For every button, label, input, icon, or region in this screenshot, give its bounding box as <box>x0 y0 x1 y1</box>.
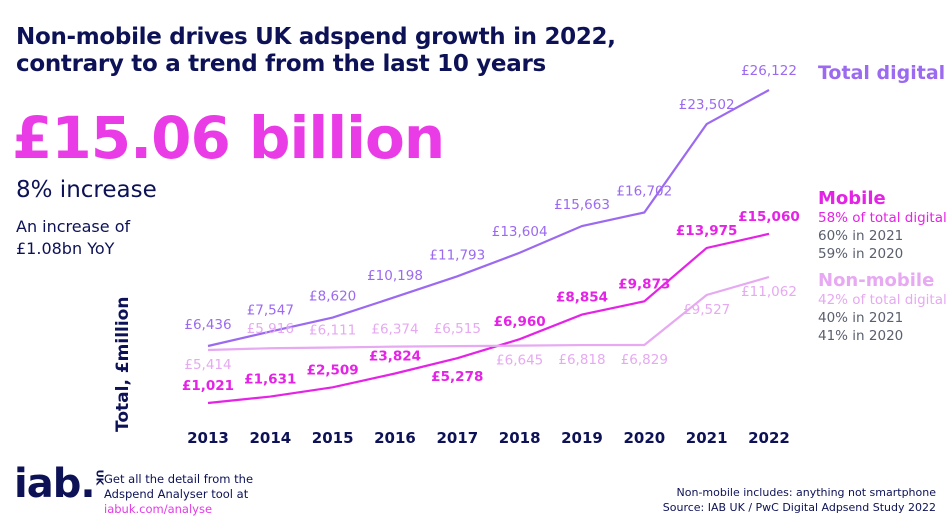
iab-logo-text: iab. <box>14 461 96 507</box>
footnote-nonmobile: Non-mobile includes: anything not smartp… <box>676 486 936 499</box>
x-axis-ticks: 2013 2014 2015 2016 2017 2018 2019 2020 2021 2022 <box>187 429 790 447</box>
data-label-total-digital-2021: £23,502 <box>679 97 735 113</box>
x-tick-2020: 2020 <box>623 429 665 447</box>
data-labels: £6,436 £7,547 £8,620 £10,198 £11,793 £13,604 £… <box>182 63 800 394</box>
legend-mobile: Mobile 58% of total digital 60% in 2021 … <box>818 188 947 263</box>
data-label-non-mobile-2013: £5,414 <box>184 357 231 373</box>
data-label-mobile-2020: £9,873 <box>618 276 670 292</box>
series-line-non-mobile <box>207 275 770 352</box>
title-line-2: contrary to a trend from the last 10 yea… <box>16 51 546 77</box>
x-tick-2014: 2014 <box>249 429 291 447</box>
headline-detail-line-1: An increase of <box>16 217 131 236</box>
series-lines <box>207 89 770 405</box>
data-label-total-digital-2018: £13,604 <box>492 224 548 240</box>
data-label-total-digital-2014: £7,547 <box>247 303 294 319</box>
data-label-mobile-2015: £2,509 <box>307 362 359 378</box>
legend-total-digital: Total digital <box>818 62 945 84</box>
legend-nonmobile-2020: 41% in 2020 <box>818 328 904 344</box>
legend-total-label: Total digital <box>818 62 946 84</box>
footer-cta: Get all the detail from the Adspend Anal… <box>104 472 253 517</box>
headline-detail: An increase of £1.08bn YoY <box>16 216 130 260</box>
iab-logo[interactable]: iab. UK <box>14 462 106 506</box>
legend-nonmobile-2021: 40% in 2021 <box>818 310 904 326</box>
data-label-mobile-2014: £1,631 <box>244 372 296 388</box>
source-note: Source: IAB UK / PwC Digital Adpsend Stu… <box>662 501 936 514</box>
data-label-non-mobile-2020: £6,829 <box>621 352 668 368</box>
data-label-non-mobile-2022: £11,062 <box>741 284 797 300</box>
data-label-total-digital-2017: £11,793 <box>429 247 485 263</box>
data-label-total-digital-2015: £8,620 <box>309 289 356 305</box>
data-label-total-digital-2022: £26,122 <box>741 63 797 79</box>
data-label-non-mobile-2016: £6,374 <box>371 322 418 338</box>
series-line-mobile <box>207 232 770 405</box>
data-label-non-mobile-2021: £9,527 <box>683 302 730 318</box>
data-label-non-mobile-2019: £6,818 <box>558 352 605 368</box>
data-label-total-digital-2016: £10,198 <box>367 268 423 284</box>
data-label-total-digital-2020: £16,702 <box>616 183 672 199</box>
legend-mobile-2021: 60% in 2021 <box>818 228 904 244</box>
data-label-mobile-2022: £15,060 <box>738 209 800 225</box>
headline-detail-line-2: £1.08bn YoY <box>16 239 115 258</box>
x-tick-2019: 2019 <box>561 429 603 447</box>
data-label-total-digital-2013: £6,436 <box>184 317 231 333</box>
legend-mobile-label: Mobile <box>818 188 886 209</box>
legend-mobile-share: 58% of total digital <box>818 210 947 226</box>
x-tick-2021: 2021 <box>686 429 728 447</box>
data-label-non-mobile-2014: £5,916 <box>247 321 294 337</box>
headline-value: £15.06 billion <box>12 104 445 172</box>
legend-nonmobile: Non-mobile 42% of total digital 40% in 2… <box>818 270 947 345</box>
data-label-mobile-2016: £3,824 <box>369 348 421 364</box>
title-line-1: Non-mobile drives UK adspend growth in 2… <box>16 24 616 50</box>
data-label-mobile-2018: £6,960 <box>494 314 546 330</box>
x-tick-2022: 2022 <box>748 429 790 447</box>
chart-title: Non-mobile drives UK adspend growth in 2… <box>16 24 616 78</box>
footer-notes: Non-mobile includes: anything not smartp… <box>663 485 936 515</box>
footer-cta-line-1: Get all the detail from the <box>104 472 254 486</box>
legend-nonmobile-label: Non-mobile <box>818 270 935 291</box>
data-label-total-digital-2019: £15,663 <box>554 197 610 213</box>
data-label-non-mobile-2017: £6,515 <box>434 321 481 337</box>
headline-increase: 8% increase <box>16 177 157 203</box>
x-tick-2013: 2013 <box>187 429 229 447</box>
footer-cta-line-2: Adspend Analyser tool at <box>104 487 249 501</box>
x-tick-2015: 2015 <box>312 429 354 447</box>
legend-mobile-2020: 59% in 2020 <box>818 246 904 262</box>
data-label-mobile-2019: £8,854 <box>556 290 608 306</box>
data-label-mobile-2017: £5,278 <box>431 369 483 385</box>
x-tick-2018: 2018 <box>499 429 541 447</box>
data-label-mobile-2021: £13,975 <box>676 223 738 239</box>
data-label-non-mobile-2015: £6,111 <box>309 323 356 339</box>
x-tick-2017: 2017 <box>436 429 478 447</box>
data-label-mobile-2013: £1,021 <box>182 378 234 394</box>
x-tick-2016: 2016 <box>374 429 416 447</box>
analyser-link[interactable]: iabuk.com/analyse <box>104 502 213 516</box>
series-line-total-digital <box>207 89 770 348</box>
iab-logo-suffix: UK <box>92 469 104 485</box>
data-label-non-mobile-2018: £6,645 <box>496 353 543 369</box>
legend-nonmobile-share: 42% of total digital <box>818 292 947 308</box>
